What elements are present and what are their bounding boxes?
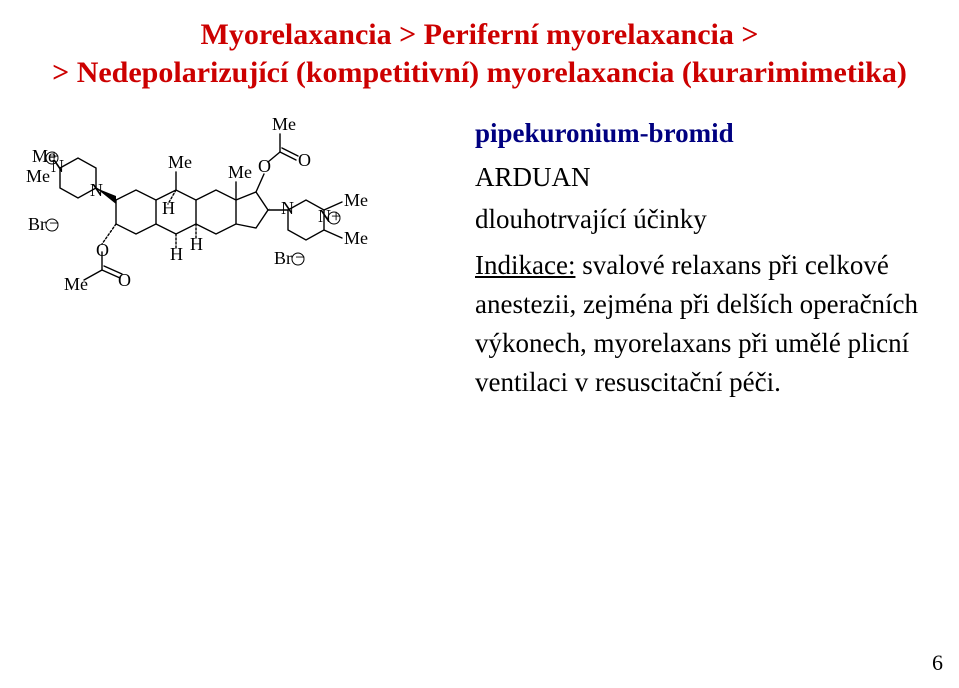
indication-text: Indikace: svalové relaxans při celkové a… — [475, 246, 935, 403]
label-me: Me — [344, 228, 368, 248]
svg-text:+: + — [49, 146, 59, 166]
label-o: O — [96, 240, 109, 260]
title-line-2: > Nedepolarizující (kompetitivní) myorel… — [0, 56, 959, 90]
label-n: N — [281, 198, 294, 218]
label-me: Me — [168, 152, 192, 172]
svg-text:−: − — [295, 247, 305, 267]
label-me: Me — [272, 114, 296, 134]
label-h: H — [170, 244, 183, 264]
label-br: Br — [274, 248, 292, 268]
label-h: H — [162, 198, 175, 218]
drug-name: pipekuronium-bromid — [475, 118, 734, 149]
svg-text:−: − — [49, 213, 59, 233]
label-h: H — [190, 234, 203, 254]
label-n: N — [318, 206, 331, 226]
pharmaco-effect: dlouhotrvající účinky — [475, 204, 707, 235]
indication-label: Indikace: — [475, 250, 575, 280]
label-n: N — [90, 180, 103, 200]
label-me: Me — [228, 162, 252, 182]
svg-text:+: + — [331, 206, 341, 226]
brand-name: ARDUAN — [475, 162, 591, 193]
label-me: Me — [26, 166, 50, 186]
label-br: Br — [28, 214, 46, 234]
title-line-1: Myorelaxancia > Periferní myorelaxancia … — [0, 18, 959, 52]
label-me: Me — [64, 274, 88, 294]
page-number: 6 — [932, 650, 943, 676]
label-me: Me — [344, 190, 368, 210]
label-o: O — [258, 156, 271, 176]
label-o: O — [118, 270, 131, 290]
label-o: O — [298, 150, 311, 170]
chemical-structure: Me Me N + N Br − O Me O Me Me H H H O O … — [18, 110, 458, 360]
